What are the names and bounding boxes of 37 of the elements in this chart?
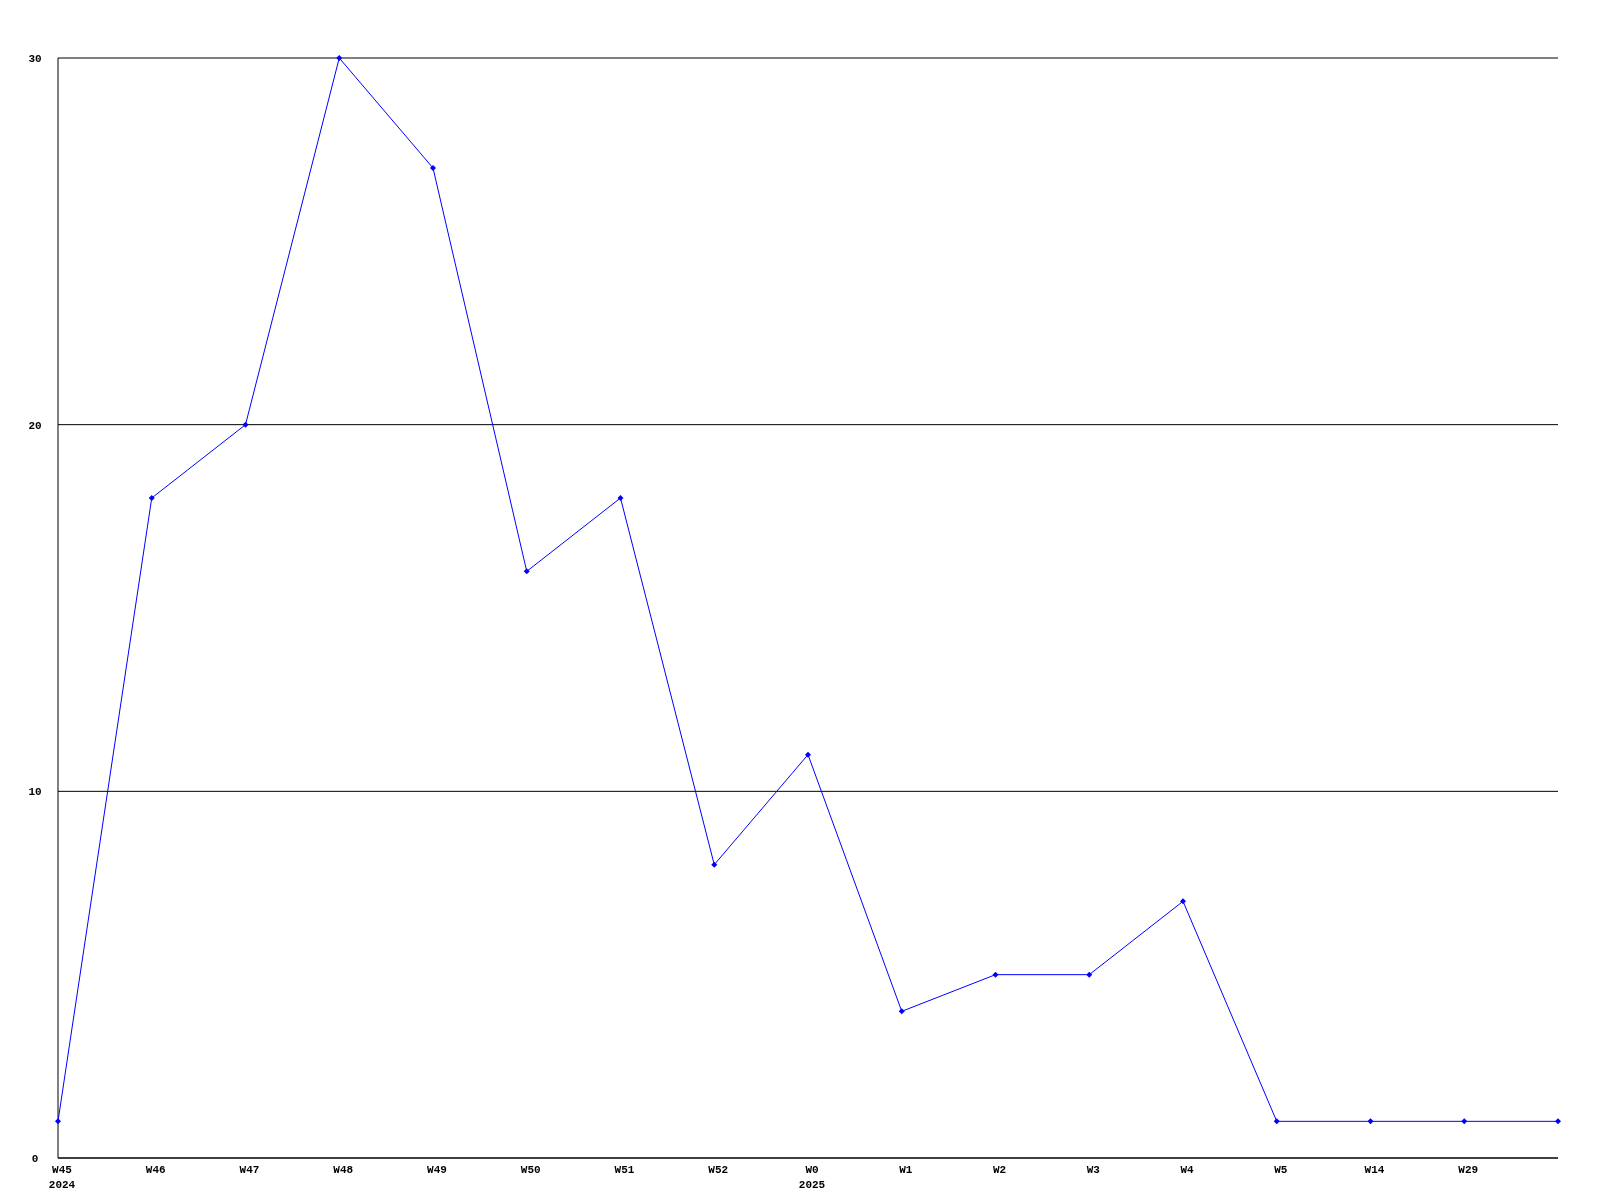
- point: [711, 861, 718, 868]
- x-tick-label: W51: [614, 1164, 635, 1176]
- x-tick-label: W4: [1180, 1164, 1194, 1176]
- point: [55, 1118, 61, 1125]
- y-tick-label: 10: [28, 786, 42, 799]
- point: [523, 568, 530, 575]
- x-tick-label: W2: [992, 1164, 1007, 1176]
- x-tick-label: W14: [1364, 1164, 1385, 1176]
- point: [148, 495, 155, 501]
- point: [1367, 1118, 1374, 1125]
- x-tick-label: W0 2025: [798, 1164, 826, 1191]
- y-tick-label: 30: [28, 52, 42, 65]
- point: [1086, 971, 1093, 978]
- point: [430, 165, 436, 171]
- x-tick-label: W5: [1274, 1164, 1288, 1176]
- x-tick-label: W52: [708, 1164, 729, 1176]
- x-tick-label: W45 2024: [48, 1164, 76, 1191]
- point: [805, 751, 811, 758]
- point: [242, 421, 249, 428]
- point: [1461, 1118, 1468, 1125]
- y-tick-label: 0: [31, 1152, 39, 1165]
- x-tick-label: W50: [520, 1164, 541, 1176]
- point: [898, 1008, 905, 1015]
- point: [992, 971, 999, 978]
- x-tick-label: W46: [145, 1164, 166, 1176]
- point: [1180, 898, 1186, 905]
- point: [617, 495, 624, 501]
- x-tick-label: W29: [1458, 1164, 1479, 1176]
- x-tick-label: W1: [899, 1164, 913, 1176]
- point: [1273, 1118, 1280, 1125]
- x-tick-label: W3: [1086, 1164, 1101, 1176]
- x-tick-label: W49: [427, 1164, 447, 1176]
- y-tick-label: 20: [28, 419, 42, 432]
- point: [336, 55, 343, 61]
- x-tick-label: W47: [239, 1164, 260, 1176]
- x-tick-label: W48: [333, 1164, 354, 1176]
- point: [1555, 1118, 1561, 1125]
